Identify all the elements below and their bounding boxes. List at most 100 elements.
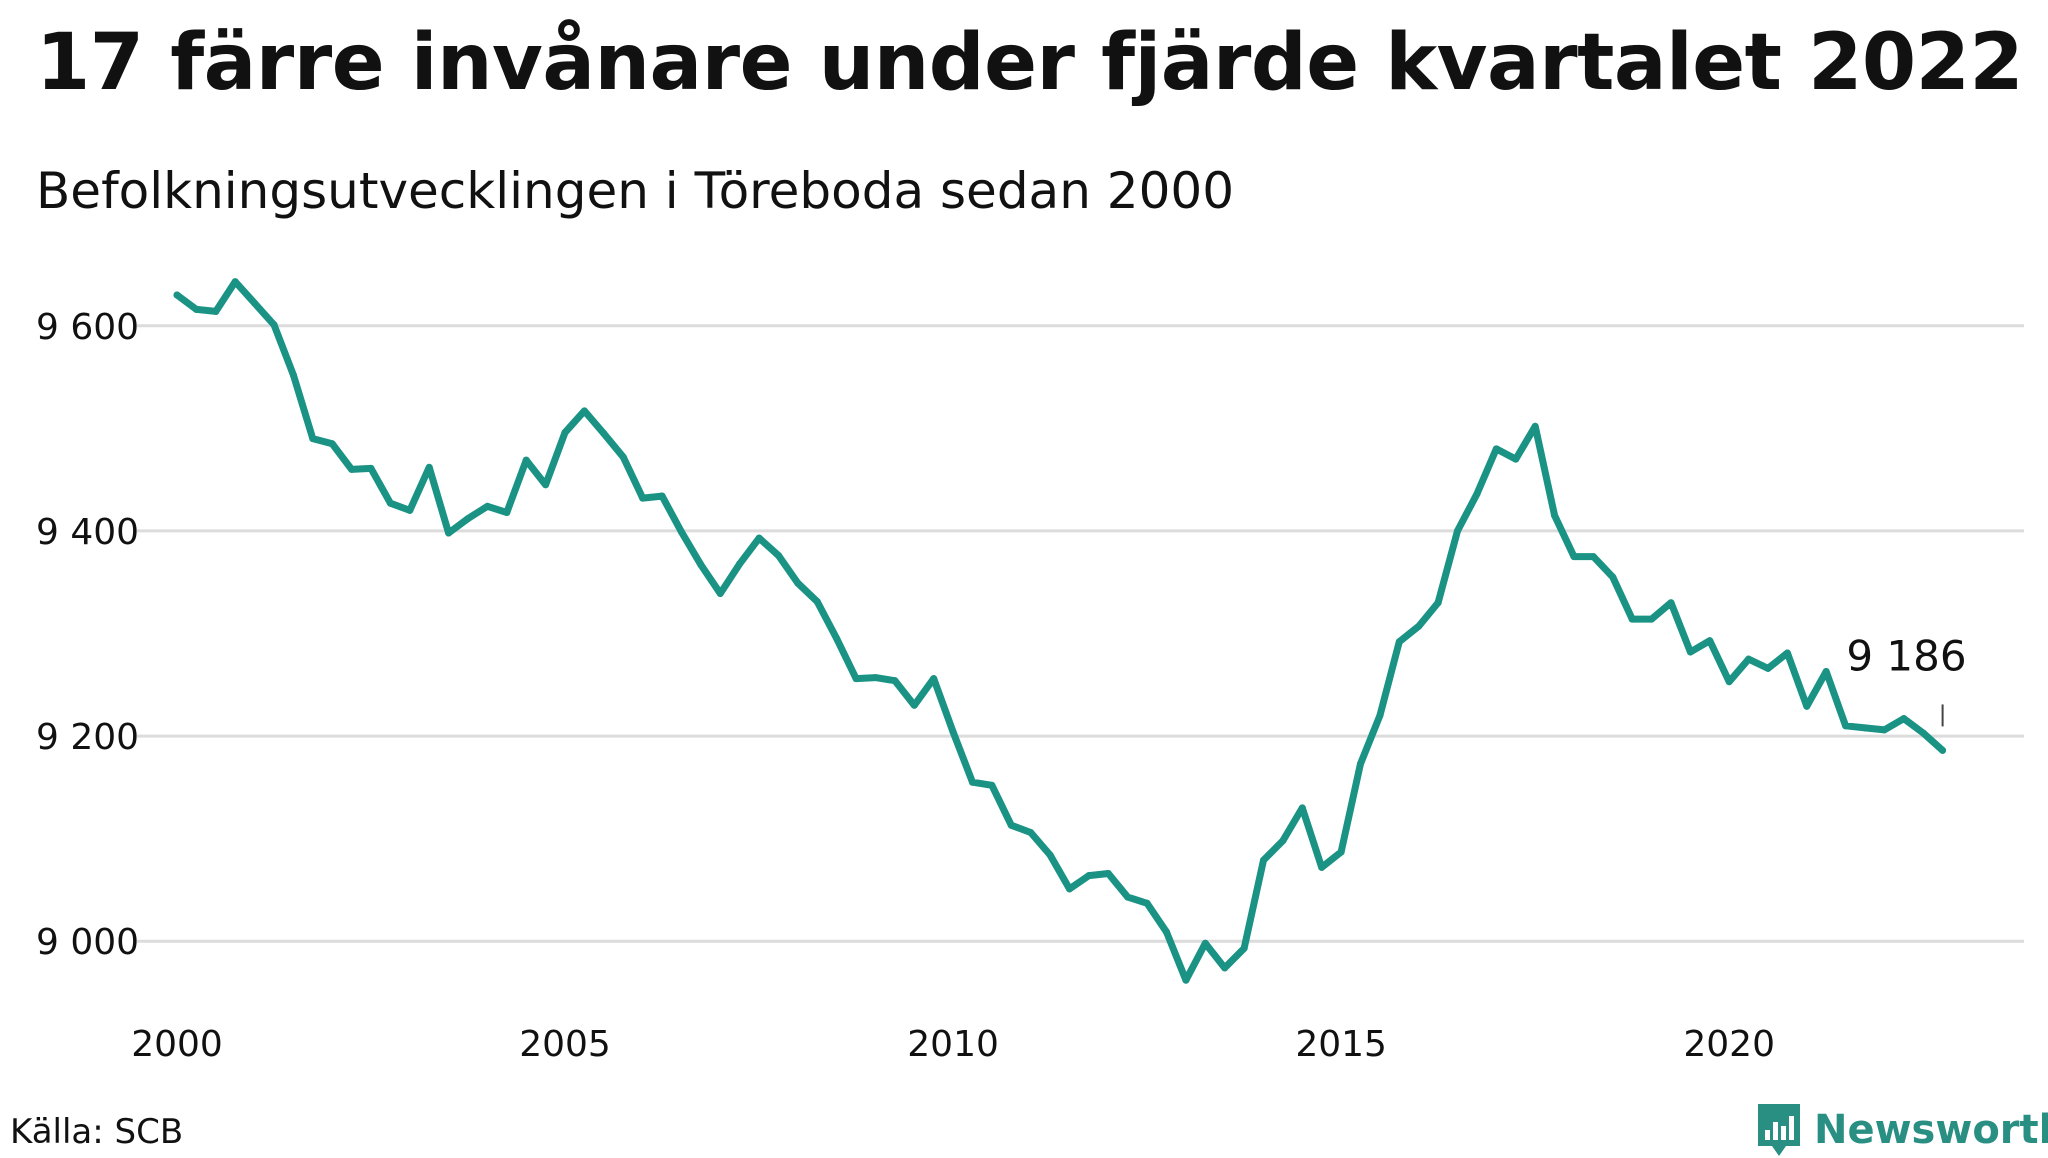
data-point bbox=[833, 635, 841, 643]
data-point bbox=[425, 463, 433, 471]
data-point bbox=[1861, 724, 1869, 732]
data-point bbox=[464, 515, 472, 523]
data-point bbox=[794, 579, 802, 587]
data-point bbox=[192, 305, 200, 313]
data-point bbox=[1046, 851, 1054, 859]
data-point bbox=[1240, 944, 1248, 952]
data-point bbox=[1745, 655, 1753, 663]
data-point bbox=[173, 291, 181, 299]
data-point bbox=[522, 456, 530, 464]
data-point bbox=[1337, 848, 1345, 856]
data-point bbox=[1919, 729, 1927, 737]
data-point bbox=[309, 435, 317, 443]
data-point bbox=[1027, 828, 1035, 836]
data-point bbox=[1667, 599, 1675, 607]
series-group bbox=[173, 278, 1947, 984]
data-point bbox=[406, 506, 414, 514]
data-point bbox=[328, 440, 336, 448]
data-point bbox=[1648, 615, 1656, 623]
y-tick-label: 9 000 bbox=[36, 922, 139, 963]
x-tick-label: 2020 bbox=[1683, 1024, 1775, 1065]
data-point bbox=[871, 674, 879, 682]
source-label: Källa: SCB bbox=[10, 1112, 184, 1152]
data-point bbox=[968, 778, 976, 786]
gridlines bbox=[137, 324, 2024, 943]
x-tick-label: 2005 bbox=[519, 1024, 611, 1065]
data-point bbox=[1822, 667, 1830, 675]
data-point bbox=[910, 701, 918, 709]
data-point bbox=[1007, 821, 1015, 829]
data-point bbox=[289, 371, 297, 379]
data-point bbox=[1085, 872, 1093, 880]
data-point bbox=[580, 407, 588, 415]
series-line bbox=[173, 278, 1947, 984]
data-point bbox=[251, 299, 259, 307]
brand-logo: Newsworthy bbox=[1756, 1102, 2048, 1158]
data-point bbox=[1104, 870, 1112, 878]
data-point bbox=[1182, 976, 1190, 984]
data-point bbox=[658, 492, 666, 500]
data-point bbox=[1279, 837, 1287, 845]
data-point bbox=[1434, 599, 1442, 607]
data-point bbox=[1686, 648, 1694, 656]
data-point bbox=[542, 481, 550, 489]
line-chart: 9 000 9 200 9 400 9 600 2000 2005 2010 2015 202… bbox=[36, 278, 2024, 1065]
data-point bbox=[1473, 490, 1481, 498]
data-point bbox=[1531, 422, 1539, 430]
data-point bbox=[1260, 856, 1268, 864]
chart-title: 17 färre invånare under fjärde kvartalet… bbox=[36, 18, 2024, 108]
data-point bbox=[619, 453, 627, 461]
data-point bbox=[697, 561, 705, 569]
data-point bbox=[231, 278, 239, 286]
data-point bbox=[1939, 746, 1947, 754]
data-point bbox=[813, 598, 821, 606]
data-point bbox=[1764, 664, 1772, 672]
annotation-label: 9 186 bbox=[1846, 631, 1966, 680]
data-point bbox=[1783, 649, 1791, 657]
data-point bbox=[483, 502, 491, 510]
data-point bbox=[1376, 712, 1384, 720]
data-point bbox=[930, 675, 938, 683]
x-tick-label: 2015 bbox=[1295, 1024, 1387, 1065]
chart-subtitle: Befolkningsutvecklingen i Töreboda sedan… bbox=[36, 162, 1235, 220]
data-point bbox=[852, 675, 860, 683]
data-point bbox=[600, 429, 608, 437]
data-point bbox=[270, 321, 278, 329]
data-point bbox=[212, 307, 220, 315]
bar-chart-icon bbox=[1758, 1104, 1800, 1156]
data-point bbox=[1803, 702, 1811, 710]
data-point bbox=[1298, 804, 1306, 812]
data-point bbox=[1880, 726, 1888, 734]
data-point bbox=[1454, 527, 1462, 535]
data-point bbox=[1066, 885, 1073, 893]
x-axis-ticks: 2000 2005 2010 2015 2020 bbox=[131, 1024, 1775, 1065]
data-point bbox=[774, 552, 782, 560]
x-tick-label: 2000 bbox=[131, 1024, 223, 1065]
x-tick-label: 2010 bbox=[907, 1024, 999, 1065]
data-point bbox=[891, 677, 899, 685]
data-point bbox=[1201, 939, 1209, 947]
data-point bbox=[677, 528, 685, 536]
data-point bbox=[348, 465, 356, 473]
y-tick-label: 9 200 bbox=[36, 717, 139, 758]
data-point bbox=[561, 428, 569, 436]
y-tick-label: 9 400 bbox=[36, 512, 139, 553]
data-point bbox=[503, 508, 511, 516]
data-point bbox=[1706, 637, 1714, 645]
data-point bbox=[736, 560, 744, 568]
data-point bbox=[1143, 899, 1151, 907]
data-point bbox=[1395, 638, 1403, 646]
data-point bbox=[1415, 622, 1423, 630]
data-point bbox=[1318, 863, 1326, 871]
data-point bbox=[1163, 928, 1171, 936]
data-point bbox=[1725, 678, 1733, 686]
data-point bbox=[1570, 553, 1578, 561]
data-point bbox=[1492, 445, 1500, 453]
data-point bbox=[1842, 722, 1850, 730]
data-point bbox=[949, 728, 957, 736]
data-point bbox=[1609, 573, 1617, 581]
data-point bbox=[988, 781, 996, 789]
brand-name: Newsworthy bbox=[1814, 1107, 2048, 1153]
data-point bbox=[755, 534, 763, 542]
data-point bbox=[1551, 512, 1559, 520]
